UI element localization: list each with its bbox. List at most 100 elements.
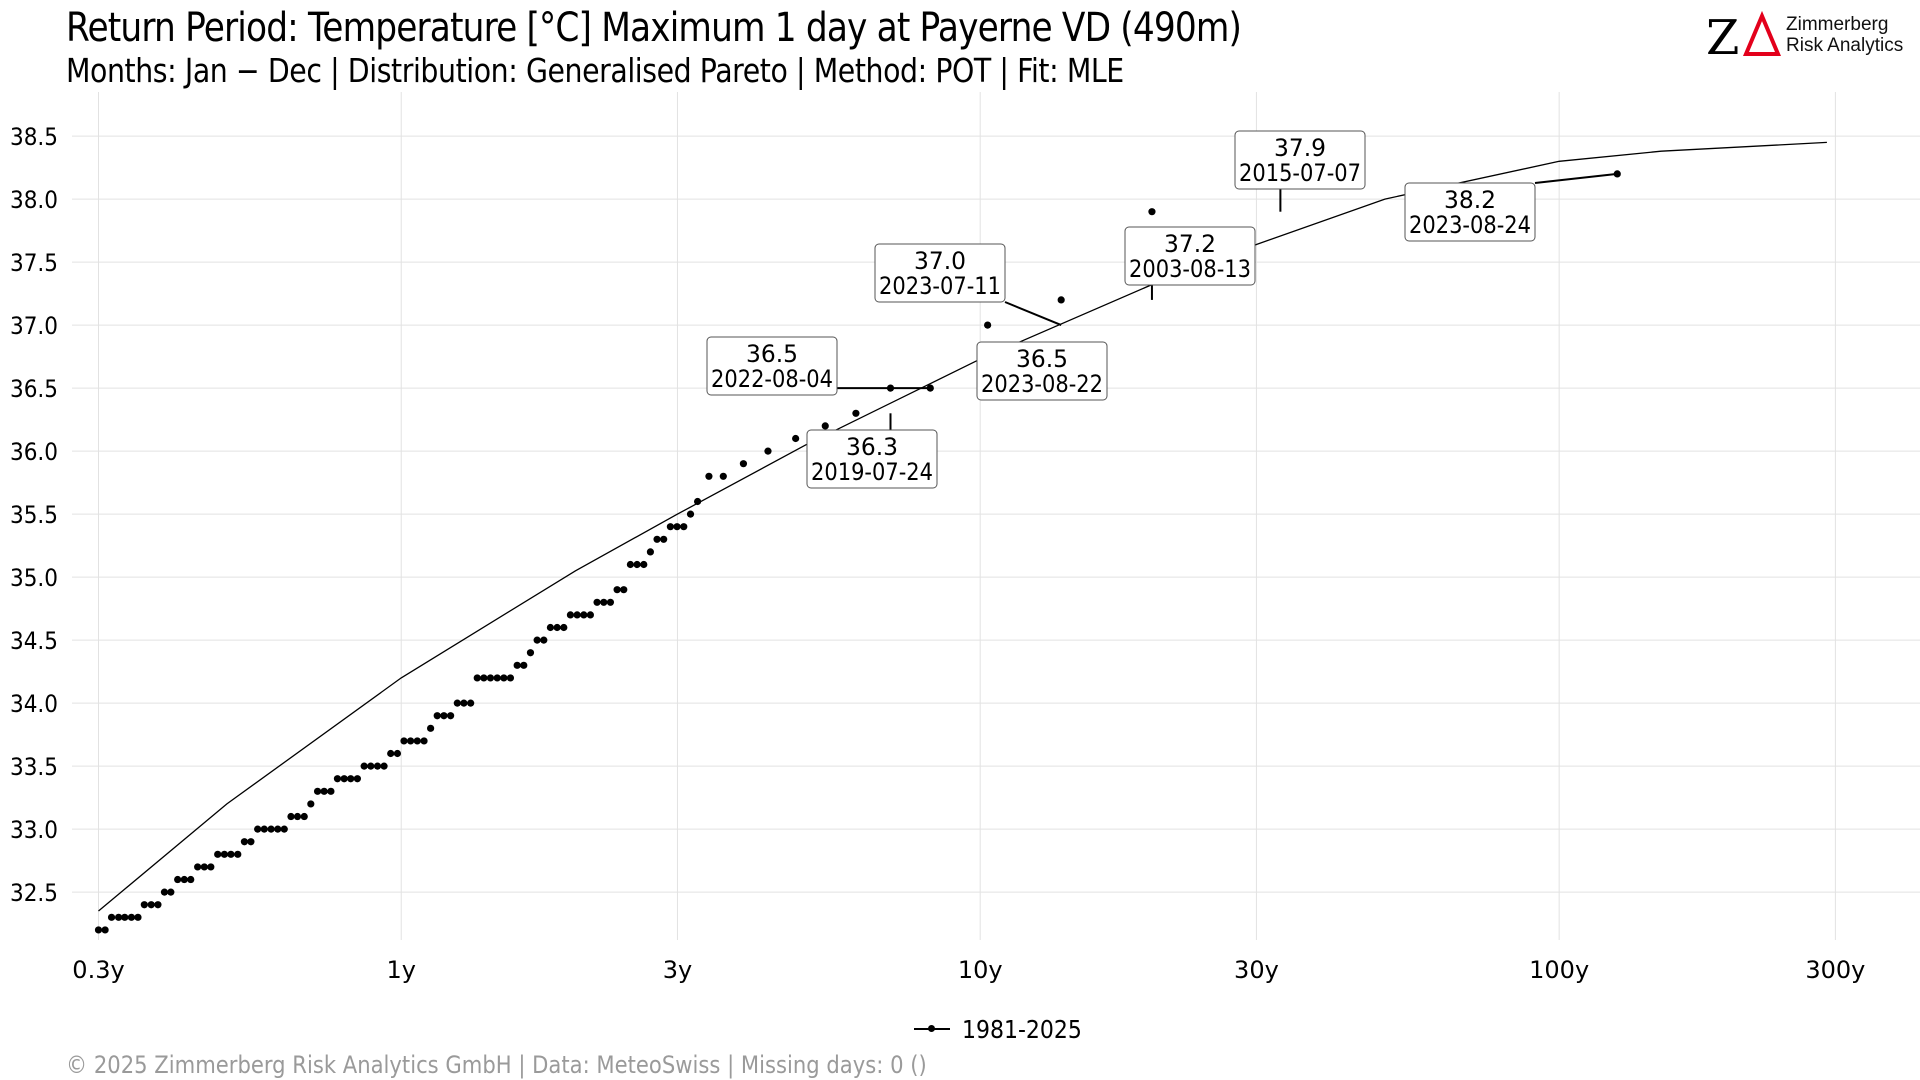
data-point [194, 863, 202, 871]
data-point [533, 636, 541, 644]
data-point [207, 863, 215, 871]
data-point [526, 649, 535, 657]
annotation-date: 2022-08-04 [711, 365, 833, 393]
data-point [320, 787, 328, 795]
data-point [553, 623, 561, 632]
data-point [287, 812, 295, 821]
x-axis-tick-labels: 0.3y 1y 3y 10y 30y 100y 300y [72, 956, 1865, 984]
logo-line-2: Risk Analytics [1786, 35, 1904, 56]
data-point [180, 875, 188, 884]
annotation-value: 36.5 [746, 340, 798, 368]
data-point [154, 901, 162, 909]
data-point [473, 674, 481, 682]
data-point [460, 699, 468, 707]
annotation-value: 38.2 [1444, 186, 1496, 214]
data-point [413, 737, 421, 745]
data-point [447, 712, 455, 720]
data-point [821, 422, 829, 430]
annotation-box [1404, 182, 1536, 242]
data-point [227, 850, 235, 858]
y-tick-label: 33.5 [10, 753, 58, 781]
data-point [520, 661, 528, 669]
data-point [101, 926, 109, 934]
data-point [764, 447, 772, 455]
y-tick-label: 38.5 [10, 123, 58, 151]
data-point [147, 901, 155, 909]
data-point [327, 787, 335, 795]
y-tick-label: 37.5 [10, 249, 58, 277]
data-point [666, 523, 675, 531]
y-tick-label: 32.5 [10, 879, 58, 907]
annotation-box [1234, 130, 1366, 190]
data-point [214, 850, 222, 858]
y-tick-label: 38.0 [10, 186, 58, 214]
annotation-value: 37.2 [1164, 230, 1216, 258]
data-point [480, 674, 488, 682]
annotation-box [806, 429, 938, 489]
annotation-date: 2015-07-07 [1239, 159, 1361, 187]
data-point [115, 913, 123, 921]
data-point [613, 586, 621, 594]
data-point [234, 850, 242, 858]
y-tick-label: 34.5 [10, 627, 58, 655]
data-point [705, 472, 713, 480]
data-point [340, 775, 348, 783]
data-point [792, 434, 800, 443]
data-point [566, 611, 575, 619]
data-point [606, 598, 615, 606]
x-tick-label: 3y [663, 956, 692, 984]
data-point [220, 850, 229, 858]
annotation-value: 37.0 [914, 247, 966, 275]
data-point [160, 888, 169, 896]
data-point [506, 674, 515, 682]
annotation-box [874, 243, 1006, 303]
data-point [140, 901, 148, 909]
data-point [420, 737, 428, 745]
chart-subtitle: Months: Jan − Dec | Distribution: Genera… [66, 51, 1124, 90]
data-point [680, 523, 688, 531]
logo-text: Zimmerberg Risk Analytics [1786, 14, 1903, 56]
data-point [240, 838, 249, 846]
data-point [121, 913, 129, 921]
data-point [360, 762, 368, 770]
data-point [387, 749, 395, 758]
data-point [107, 913, 116, 921]
y-tick-label: 37.0 [10, 312, 58, 340]
data-point [433, 712, 441, 720]
y-axis-tick-labels: 32.5 33.0 33.5 34.0 34.5 35.0 35.5 36.0 36.5 37.0… [10, 123, 58, 907]
legend-key-point [928, 1025, 935, 1032]
data-point [984, 321, 992, 329]
data-point [626, 560, 635, 569]
logo-mark-z: Z [1706, 10, 1739, 62]
legend: 1981-2025 [912, 1014, 1098, 1044]
logo-mark-icon: Z [1706, 10, 1782, 66]
x-tick-label: 30y [1234, 956, 1279, 984]
data-point [280, 825, 288, 833]
y-tick-label: 36.5 [10, 375, 58, 403]
data-point [1613, 170, 1621, 178]
data-point [693, 497, 702, 506]
data-point [367, 762, 375, 770]
data-point [486, 674, 495, 682]
data-point [267, 825, 275, 833]
data-point [427, 724, 435, 732]
footer-caption: © 2025 Zimmerberg Risk Analytics GmbH | … [66, 1051, 927, 1079]
data-point [187, 875, 195, 884]
data-point [560, 623, 568, 632]
data-point [586, 611, 594, 619]
data-point [307, 800, 315, 808]
y-tick-label: 36.0 [10, 438, 58, 466]
logo-mark-delta [1742, 10, 1782, 56]
data-point [313, 787, 322, 795]
data-point [400, 737, 408, 745]
data-point [640, 560, 648, 569]
x-tick-label: 100y [1529, 956, 1589, 984]
data-point [353, 775, 361, 783]
